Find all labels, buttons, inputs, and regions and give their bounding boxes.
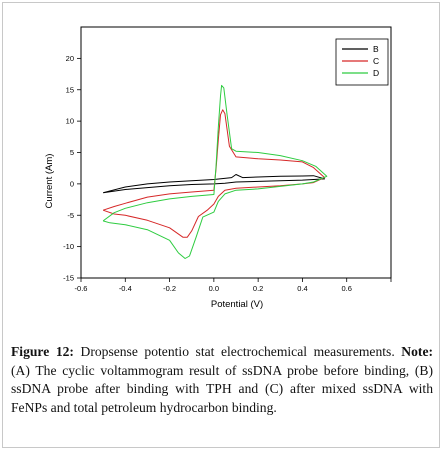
x-tick-label: 0.2 — [253, 284, 263, 293]
series-line-B — [102, 174, 326, 194]
y-tick-label: 5 — [70, 148, 74, 157]
figure-caption: Figure 12: Dropsense potentio stat elect… — [11, 343, 433, 417]
caption-label: Figure 12: — [11, 344, 74, 359]
caption-note-label: Note: — [401, 344, 433, 359]
y-tick-label: 0 — [70, 179, 74, 188]
figure-frame: -0.6 -0.4 -0.2 0.0 0.2 0.4 0.6 -15 -10 -5 0 5 10 15 20… — [2, 2, 440, 448]
legend-label-D: D — [373, 68, 379, 78]
chart-container: -0.6 -0.4 -0.2 0.0 0.2 0.4 0.6 -15 -10 -5 0 5 10 15 20… — [6, 6, 438, 331]
x-tick-label: 0.6 — [341, 284, 351, 293]
y-tick-label: -15 — [63, 274, 74, 283]
voltammogram-chart: -0.6 -0.4 -0.2 0.0 0.2 0.4 0.6 -15 -10 -5 0 5 10 15 20… — [44, 26, 392, 310]
legend-label-B: B — [373, 44, 379, 54]
series-line-D — [102, 84, 328, 259]
x-axis-label: Potential (V) — [211, 299, 263, 310]
legend-label-C: C — [373, 56, 379, 66]
y-tick-label: 15 — [66, 85, 74, 94]
x-tick-label: -0.6 — [75, 284, 88, 293]
caption-text: Dropsense potentio stat electrochemical … — [80, 344, 395, 359]
y-axis-label: Current (Am) — [44, 154, 55, 209]
series-line-C — [102, 109, 326, 238]
x-tick-label: 0.0 — [209, 284, 219, 293]
legend-box — [335, 38, 389, 86]
y-tick-label: -5 — [67, 211, 74, 220]
x-tick-label: 0.4 — [297, 284, 307, 293]
legend: BCD — [335, 38, 389, 86]
y-tick-label: 20 — [66, 54, 74, 63]
y-tick-label: 10 — [66, 117, 74, 126]
caption-note-text: (A) The cyclic voltammogram result of ss… — [11, 362, 433, 415]
x-tick-label: -0.2 — [163, 284, 176, 293]
y-tick-label: -10 — [63, 242, 74, 251]
x-tick-label: -0.4 — [119, 284, 132, 293]
